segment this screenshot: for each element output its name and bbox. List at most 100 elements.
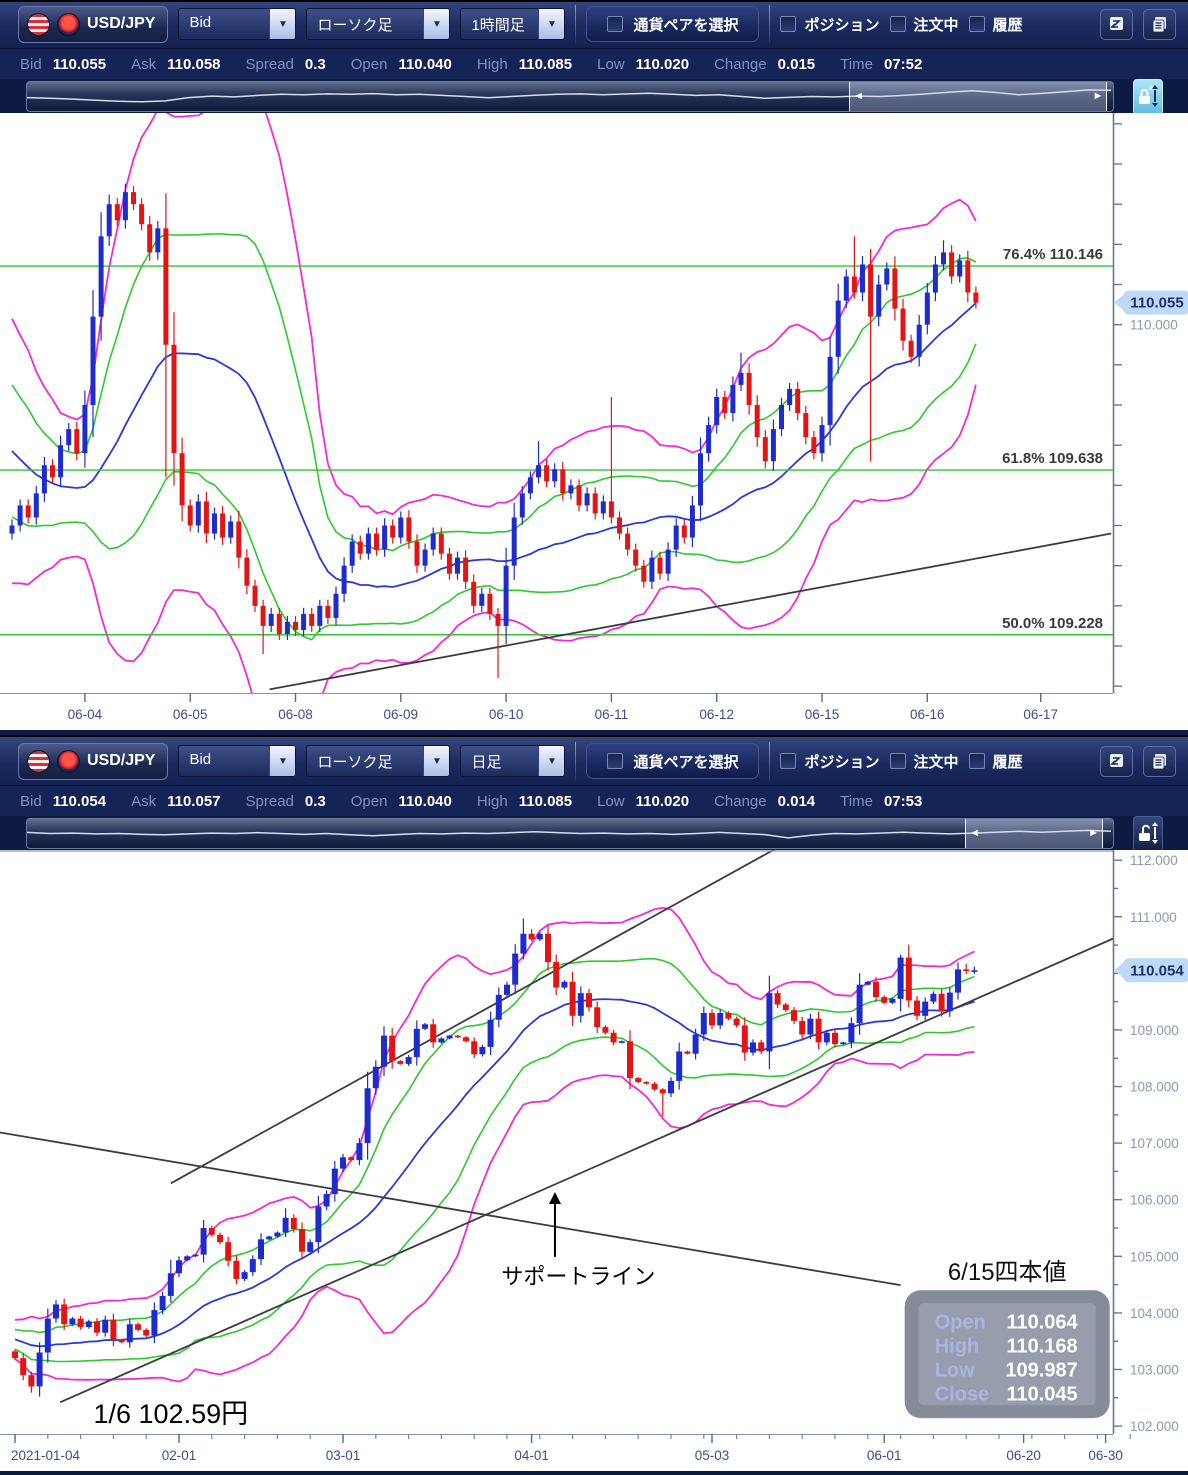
scale-lock-button[interactable] — [1133, 79, 1163, 115]
us-flag-icon — [27, 12, 50, 36]
chart-type-dropdown[interactable]: ローソク足 ▼ — [306, 8, 451, 40]
high-label: High — [476, 55, 508, 73]
open-label: Open — [350, 792, 388, 810]
quote-bar: Bid 110.055 Ask 110.058 Spread 0.3 Open 110.… — [0, 49, 1188, 79]
history-checkbox[interactable] — [968, 753, 985, 769]
history-checkbox-row[interactable]: 履歴 — [968, 751, 1023, 772]
x-axis-label: 06-16 — [910, 707, 945, 722]
separator — [575, 5, 577, 43]
position-checkbox-row[interactable]: ポジション — [780, 751, 880, 772]
chart-popout-button[interactable] — [1100, 745, 1133, 777]
x-axis-label: 2021-01-04 — [11, 1448, 81, 1463]
plot-layer — [0, 850, 1113, 1404]
chart-list-button[interactable] — [1143, 8, 1176, 40]
chevron-down-icon: ▼ — [423, 9, 450, 39]
currency-pair-button[interactable]: USD/JPY — [18, 5, 169, 43]
ohlc-row-value: 110.045 — [1006, 1383, 1077, 1405]
x-axis-label: 06-09 — [384, 707, 419, 722]
chart-popout-button[interactable] — [1100, 8, 1133, 40]
navigator-sparkline — [27, 829, 1112, 839]
x-axis-label: 06-08 — [278, 707, 313, 722]
high-value: 110.085 — [518, 55, 573, 73]
history-checkbox-row[interactable]: 履歴 — [968, 14, 1023, 35]
ask-label: Ask — [131, 792, 157, 810]
price-type-value: Bid — [189, 14, 212, 31]
jp-flag-icon — [57, 749, 80, 773]
select-pair-label: 通貨ペアを選択 — [633, 16, 739, 34]
position-checkbox[interactable] — [780, 16, 797, 32]
open-orders-checkbox[interactable] — [889, 753, 906, 769]
y-axis-label: 105.000 — [1130, 1249, 1179, 1264]
x-axis-label: 06-11 — [595, 707, 629, 722]
chevron-down-icon: ▼ — [538, 746, 565, 776]
chart-list-icon — [1152, 753, 1166, 769]
separator — [769, 742, 771, 780]
navigator-row: ◄ ► — [0, 79, 1188, 115]
time-value: 07:53 — [883, 792, 923, 810]
scroll-right-arrow[interactable]: ► — [1088, 827, 1100, 839]
low-value: 110.020 — [635, 792, 690, 810]
x-axis-label: 06-04 — [68, 707, 103, 722]
y-axis-label: 110.000 — [1130, 318, 1178, 333]
x-axis-label: 06-20 — [1006, 1448, 1041, 1463]
x-axis-label: 05-03 — [695, 1448, 730, 1463]
navigator-selection-window[interactable]: ◄ ► — [965, 819, 1104, 848]
ohlc-row-label: High — [935, 1335, 979, 1357]
scale-unlock-button[interactable] — [1133, 816, 1163, 852]
fib-label: 76.4% 110.146 — [1003, 246, 1103, 263]
select-pair-button[interactable]: 通貨ペアを選択 — [586, 743, 760, 779]
bid-label: Bid — [20, 792, 42, 810]
timeframe-dropdown[interactable]: 1時間足 ▼ — [460, 8, 566, 40]
chevron-down-icon: ▼ — [269, 9, 296, 39]
x-axis-label: 06-01 — [867, 1448, 902, 1463]
ask-value: 110.058 — [167, 55, 221, 73]
chart-type-value: ローソク足 — [317, 17, 393, 34]
price-type-dropdown[interactable]: Bid ▼ — [178, 745, 297, 777]
y-axis-label: 104.000 — [1130, 1306, 1179, 1321]
scroll-left-arrow[interactable]: ◄ — [969, 827, 981, 839]
chart-list-button[interactable] — [1143, 745, 1176, 777]
ohlc-row-value: 110.168 — [1006, 1335, 1077, 1357]
position-checkbox-row[interactable]: ポジション — [780, 14, 880, 35]
navigator-scrollbar[interactable]: ◄ ► — [26, 81, 1114, 112]
open-value: 110.040 — [398, 792, 452, 810]
navigator-scrollbar[interactable]: ◄ ► — [26, 818, 1114, 849]
timeframe-value: 日足 — [471, 754, 502, 771]
jp-flag-icon — [57, 12, 80, 36]
support-line-annotation: サポートライン — [501, 1264, 655, 1289]
select-pair-checkbox[interactable] — [607, 753, 624, 769]
navigator-selection-window[interactable]: ◄ ► — [849, 82, 1108, 111]
open-orders-checkbox[interactable] — [889, 16, 906, 32]
position-checkbox[interactable] — [780, 753, 797, 769]
price-type-dropdown[interactable]: Bid ▼ — [178, 8, 297, 40]
candlestick-chart-1h[interactable]: 76.4% 110.146 61.8% 109.638 50.0% 109.228 1… — [0, 113, 1188, 729]
current-price-bubble — [1123, 958, 1188, 983]
pair-label: USD/JPY — [87, 752, 156, 769]
plot-layer — [0, 113, 1113, 693]
scroll-left-arrow[interactable]: ◄ — [853, 90, 864, 102]
history-checkbox[interactable] — [968, 16, 985, 32]
chevron-down-icon: ▼ — [423, 746, 450, 776]
open-value: 110.040 — [398, 55, 452, 73]
timeframe-dropdown[interactable]: 日足 ▼ — [460, 745, 566, 777]
change-label: Change — [714, 55, 767, 73]
x-axis-label: 04-01 — [514, 1448, 549, 1463]
spread-label: Spread — [245, 55, 294, 73]
open-orders-checkbox-row[interactable]: 注文中 — [889, 751, 959, 772]
scroll-right-arrow[interactable]: ► — [1092, 90, 1104, 102]
timeframe-value: 1時間足 — [471, 17, 525, 34]
chart-type-dropdown[interactable]: ローソク足 ▼ — [306, 745, 451, 777]
currency-pair-button[interactable]: USD/JPY — [18, 742, 169, 780]
select-pair-checkbox[interactable] — [607, 16, 624, 32]
x-axis-label: 06-17 — [1023, 707, 1058, 722]
separator — [575, 742, 577, 780]
open-orders-checkbox-row[interactable]: 注文中 — [889, 14, 959, 35]
y-axis-label: 108.000 — [1130, 1080, 1179, 1095]
open-orders-label: 注文中 — [913, 753, 959, 771]
chart-panel-daily: USD/JPY Bid ▼ ローソク足 ▼ 日足 ▼ 通貨ペアを選択 ポジション… — [0, 735, 1188, 1471]
select-pair-button[interactable]: 通貨ペアを選択 — [586, 6, 760, 42]
low-value: 110.020 — [635, 55, 690, 73]
low-label: Low — [597, 792, 625, 810]
spread-value: 0.3 — [304, 55, 326, 73]
candlestick-chart-daily[interactable]: 112.000 111.000 109.000 108.000 107.000 106.0… — [0, 850, 1188, 1470]
